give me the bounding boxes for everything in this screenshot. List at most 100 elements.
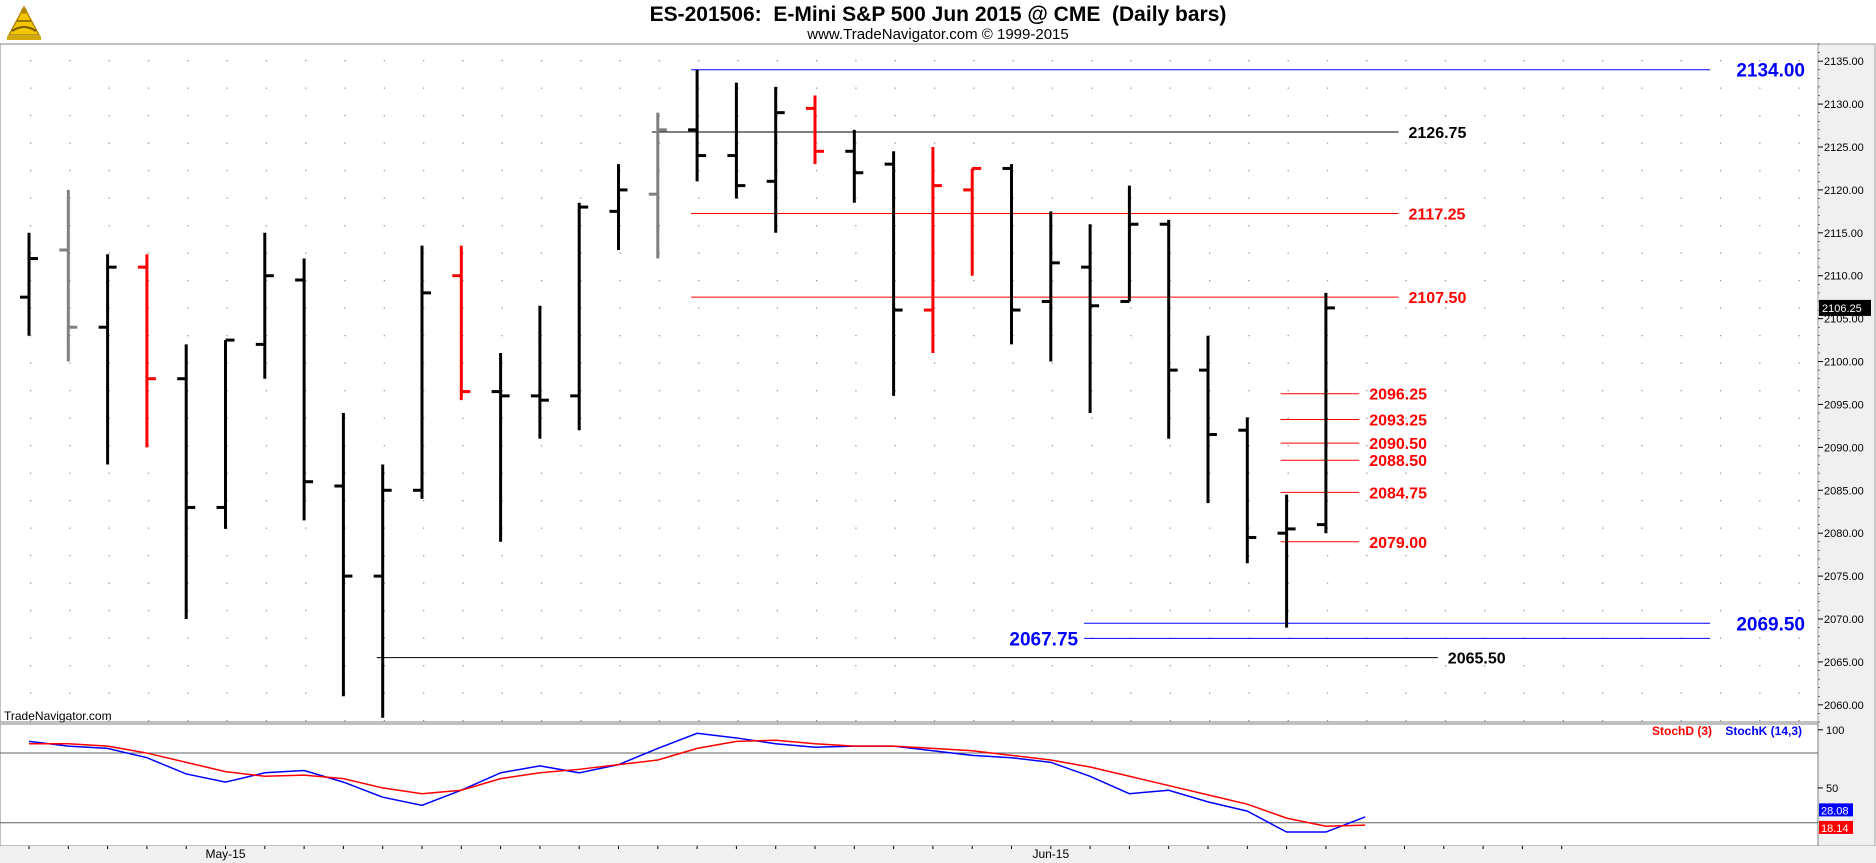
- ohlc-bar: [20, 232, 38, 336]
- grid-dot: [776, 335, 778, 337]
- grid-dot: [226, 390, 228, 392]
- grid-dot: [1602, 87, 1604, 89]
- grid-dot: [1562, 142, 1564, 144]
- grid-dot: [462, 610, 464, 612]
- grid-dot: [1326, 280, 1329, 282]
- grid-dot: [1641, 527, 1643, 529]
- grid-dot: [1366, 500, 1368, 502]
- grid-dot: [1130, 527, 1132, 529]
- grid-dot: [1641, 417, 1643, 419]
- grid-dot: [619, 170, 621, 172]
- grid-dot: [383, 500, 385, 502]
- grid-dot: [344, 500, 346, 502]
- grid-dot: [1209, 87, 1211, 89]
- grid-dot: [619, 390, 621, 392]
- grid-dot: [1012, 142, 1014, 144]
- grid-dot: [1012, 280, 1014, 282]
- y-tick-label: 2130.00: [1824, 99, 1864, 111]
- grid-dot: [1759, 472, 1761, 474]
- grid-dot: [1248, 225, 1250, 227]
- grid-dot: [1012, 692, 1014, 694]
- grid-dot: [698, 362, 700, 364]
- grid-dot: [1248, 115, 1250, 117]
- legend-stochk: StochK (14,3): [1725, 724, 1802, 738]
- grid-dot: [580, 335, 582, 337]
- grid-dot: [1405, 555, 1407, 557]
- grid-dot: [1091, 500, 1093, 502]
- grid-dot: [776, 60, 778, 62]
- grid-dot: [69, 665, 71, 667]
- ohlc-bar: [255, 232, 274, 379]
- grid-dot: [344, 252, 346, 254]
- grid-dot: [698, 472, 700, 474]
- y-tick-label: 2115.00: [1824, 228, 1863, 240]
- grid-dot: [423, 527, 425, 529]
- ohlc-bar: [845, 129, 864, 203]
- grid-dot: [1641, 87, 1643, 89]
- grid-dot: [1366, 610, 1368, 612]
- grid-dot: [265, 445, 268, 447]
- grid-dot: [30, 500, 32, 502]
- grid-dot: [619, 197, 621, 199]
- grid-dot: [1287, 445, 1289, 447]
- grid-dot: [894, 417, 896, 419]
- grid-dot: [580, 170, 582, 172]
- grid-dot: [226, 280, 228, 282]
- grid-dot: [501, 445, 503, 447]
- grid-dot: [973, 197, 975, 199]
- grid-dot: [776, 692, 778, 694]
- grid-dot: [894, 225, 896, 227]
- grid-dot: [816, 417, 818, 419]
- grid-dot: [933, 225, 936, 227]
- grid-dot: [226, 692, 228, 694]
- grid-dot: [462, 445, 464, 447]
- grid-dot: [344, 637, 346, 639]
- grid-dot: [1169, 500, 1171, 502]
- grid-dot: [1798, 555, 1800, 557]
- grid-dot: [1012, 637, 1014, 639]
- grid-dot: [1169, 142, 1171, 144]
- grid-dot: [1366, 225, 1368, 227]
- grid-dot: [30, 417, 32, 419]
- grid-dot: [776, 527, 778, 529]
- grid-dot: [1562, 87, 1564, 89]
- grid-dot: [855, 445, 857, 447]
- grid-dot: [1798, 417, 1800, 419]
- grid-dot: [1484, 335, 1486, 337]
- grid-dot: [1405, 527, 1407, 529]
- grid-dot: [1444, 197, 1447, 199]
- grid-dot: [226, 720, 228, 722]
- grid-dot: [1012, 307, 1014, 309]
- grid-dot: [737, 582, 739, 584]
- grid-dot: [305, 142, 307, 144]
- grid-dot: [1051, 555, 1054, 557]
- grid-dot: [344, 142, 346, 144]
- ohlc-bar: [1238, 417, 1257, 564]
- grid-dot: [1562, 665, 1564, 667]
- grid-dot: [1130, 472, 1132, 474]
- grid-dot: [1759, 637, 1761, 639]
- grid-dot: [501, 665, 503, 667]
- grid-dot: [187, 60, 189, 62]
- grid-dot: [265, 692, 268, 694]
- grid-dot: [1719, 692, 1722, 694]
- grid-dot: [1366, 142, 1368, 144]
- grid-dot: [1051, 692, 1054, 694]
- grid-dot: [658, 610, 661, 612]
- grid-dot: [187, 582, 189, 584]
- grid-dot: [344, 335, 346, 337]
- grid-dot: [226, 637, 228, 639]
- grid-dot: [1326, 417, 1329, 419]
- grid-dot: [108, 445, 110, 447]
- grid-dot: [540, 720, 543, 722]
- grid-dot: [265, 555, 268, 557]
- grid-dot: [383, 527, 385, 529]
- grid-dot: [1523, 60, 1525, 62]
- grid-dot: [933, 417, 936, 419]
- grid-dot: [423, 610, 425, 612]
- grid-dot: [737, 252, 739, 254]
- grid-dot: [1366, 582, 1368, 584]
- grid-dot: [501, 720, 503, 722]
- grid-dot: [776, 637, 778, 639]
